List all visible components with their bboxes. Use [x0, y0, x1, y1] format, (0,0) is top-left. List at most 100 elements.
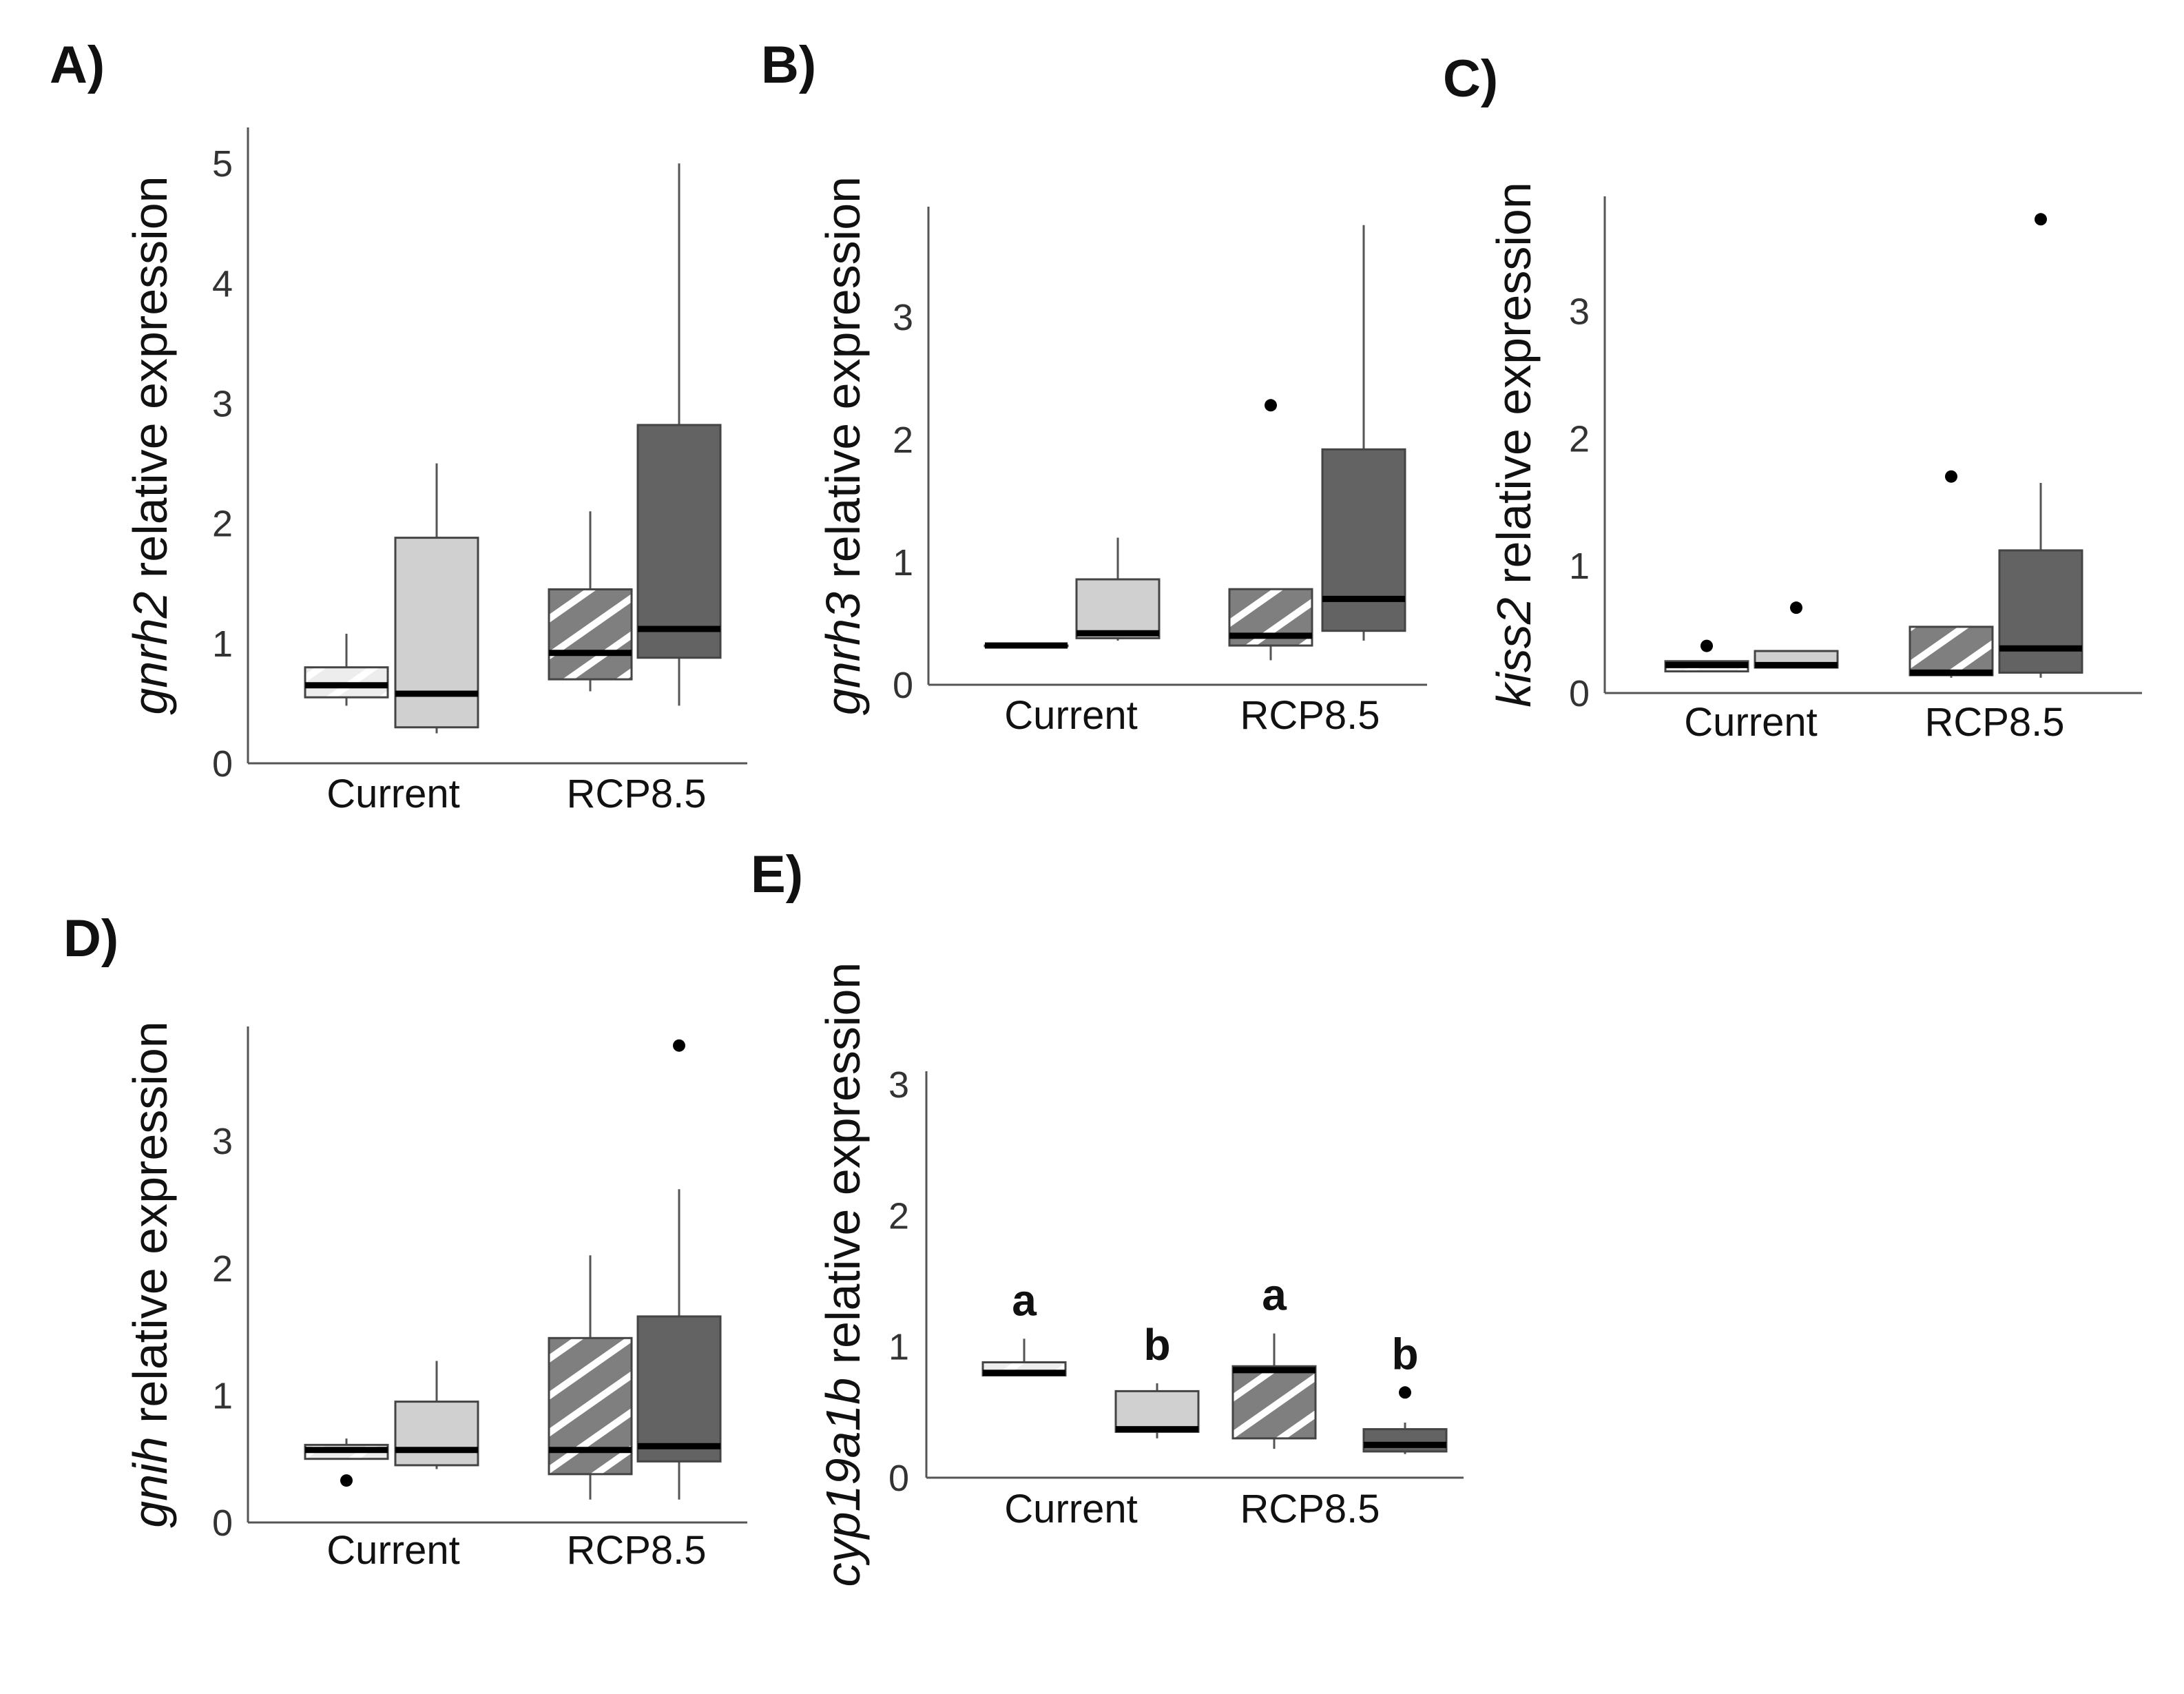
box-1: [1075, 537, 1161, 641]
significance-letter: a: [1012, 1275, 1037, 1325]
box-iqr: [394, 537, 479, 729]
y-tick-label: 0: [893, 665, 913, 706]
box-iqr: [548, 588, 633, 681]
y-tick-label: 3: [212, 1121, 233, 1162]
y-tick-label: 1: [1569, 546, 1590, 587]
box-3: [636, 1039, 722, 1500]
y-tick-label: 3: [1569, 291, 1590, 332]
y-axis-label: cyp19a1b relative expression: [816, 962, 870, 1587]
panel-0: A) 0 1 2 3 4 5 gnrh2 relative expression Current…: [50, 36, 747, 816]
category-label: Current: [1004, 1487, 1137, 1531]
box-0: [304, 633, 389, 706]
y-axis-label: kiss2 relative expression: [1487, 182, 1541, 707]
box-0: [984, 642, 1069, 649]
category-label: RCP8.5: [1240, 1487, 1380, 1531]
outlier-point: [1265, 399, 1277, 412]
box-1: [1754, 601, 1839, 669]
box-1: [394, 1361, 479, 1469]
y-tick-label: 2: [212, 504, 233, 545]
outlier-point: [673, 1039, 685, 1052]
box-3: b: [1362, 1329, 1448, 1454]
y-axis-label: gnrh2 relative expression: [123, 176, 177, 714]
y-axis-label-gene: gnrh2: [123, 592, 177, 715]
y-tick-label: 0: [212, 743, 233, 785]
y-tick-label: 2: [1569, 418, 1590, 459]
category-label: Current: [326, 772, 459, 816]
y-axis-label-rest: relative expression: [123, 1021, 177, 1436]
box-iqr: [1321, 448, 1406, 632]
y-axis-label-gene: cyp19a1b: [816, 1378, 870, 1587]
outlier-point: [2035, 213, 2047, 226]
y-tick-label: 2: [212, 1248, 233, 1290]
y-axis-label-rest: relative expression: [1487, 182, 1541, 597]
box-0: a: [981, 1275, 1067, 1377]
y-tick-label: 4: [212, 263, 233, 304]
y-tick-label: 2: [893, 420, 913, 461]
y-axis-label-gene: gnih: [123, 1436, 177, 1527]
box-iqr: [1998, 549, 2083, 674]
outlier-point: [1399, 1386, 1411, 1399]
y-tick-label: 0: [1569, 673, 1590, 714]
box-iqr: [1909, 626, 1994, 676]
box-iqr: [548, 1336, 633, 1476]
box-2: a: [1231, 1270, 1317, 1449]
panel-1: B) 0 1 2 3 gnrh3 relative expression Current RC…: [761, 36, 1427, 738]
category-label: Current: [326, 1528, 459, 1573]
box-iqr: [1362, 1428, 1448, 1453]
box-3: [1321, 225, 1406, 641]
y-axis-label-rest: relative expression: [816, 962, 870, 1378]
y-tick-label: 0: [212, 1502, 233, 1544]
outlier-point: [340, 1474, 353, 1487]
panel-4: E) 0 1 2 3 cyp19a1b relative expression Curren…: [751, 845, 1464, 1587]
y-tick-label: 5: [212, 143, 233, 185]
y-axis-label-rest: relative expression: [123, 176, 177, 591]
y-axis-label: gnih relative expression: [123, 1021, 177, 1527]
panel-2: C) 0 1 2 3 kiss2 relative expression Current RC…: [1443, 50, 2142, 745]
box-iqr: [1231, 1365, 1317, 1440]
y-tick-label: 2: [888, 1195, 909, 1237]
y-axis-label: gnrh3 relative expression: [816, 176, 870, 715]
y-tick-label: 3: [893, 297, 913, 338]
outlier-point: [1701, 639, 1713, 652]
panel-label: C): [1443, 50, 1498, 108]
box-2: [548, 1255, 633, 1500]
y-tick-label: 1: [212, 1375, 233, 1416]
panel-label: D): [63, 909, 118, 968]
box-iqr: [636, 424, 722, 659]
box-1: [394, 463, 479, 734]
y-tick-label: 1: [888, 1327, 909, 1368]
y-axis-label-rest: relative expression: [816, 176, 870, 592]
significance-letter: b: [1143, 1320, 1170, 1370]
y-tick-label: 1: [893, 542, 913, 583]
outlier-point: [1790, 601, 1802, 614]
box-2: [548, 511, 633, 692]
box-iqr: [1114, 1390, 1200, 1433]
y-tick-label: 3: [212, 384, 233, 425]
box-3: [636, 163, 722, 706]
category-label: RCP8.5: [1924, 700, 2064, 745]
y-axis-label-gene: kiss2: [1487, 597, 1541, 707]
box-2: [1228, 399, 1313, 661]
y-axis-label-gene: gnrh3: [816, 592, 870, 715]
box-1: b: [1114, 1320, 1200, 1438]
box-2: [1909, 470, 1994, 678]
box-iqr: [394, 1401, 479, 1467]
box-iqr: [1075, 578, 1161, 639]
category-label: RCP8.5: [566, 772, 706, 816]
y-tick-label: 3: [888, 1064, 909, 1106]
y-tick-label: 1: [212, 623, 233, 665]
category-label: Current: [1004, 693, 1137, 738]
significance-letter: a: [1262, 1270, 1287, 1320]
category-label: Current: [1684, 700, 1817, 745]
panel-3: D) 0 1 2 3 gnih relative expression Current RCP…: [63, 909, 747, 1573]
box-0: [1664, 639, 1749, 673]
box-iqr: [636, 1315, 722, 1463]
panel-label: B): [761, 36, 816, 94]
category-label: RCP8.5: [566, 1528, 706, 1573]
y-tick-label: 0: [888, 1458, 909, 1499]
significance-letter: b: [1391, 1329, 1418, 1378]
outlier-point: [1945, 470, 1957, 483]
panel-label: E): [751, 845, 803, 904]
box-3: [1998, 213, 2083, 678]
